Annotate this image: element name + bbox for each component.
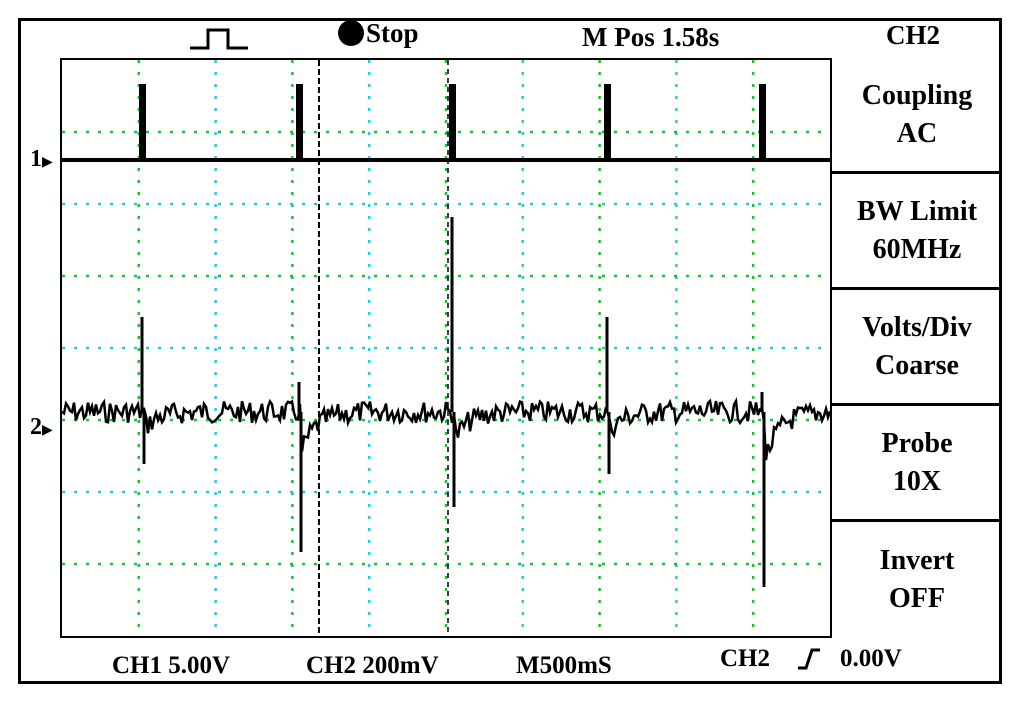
ch2-scale-readout: CH2 200mV [306, 652, 439, 679]
ch2-trace [62, 397, 830, 461]
run-status[interactable]: Stop [338, 18, 419, 48]
menu-item-invert[interactable]: Invert OFF [832, 522, 1002, 638]
trigger-source-readout: CH2 [720, 645, 770, 672]
menu-item-title: Coupling [861, 79, 973, 111]
menu-channel-title: CH2 [886, 20, 940, 50]
ch1-pulse [139, 84, 146, 160]
menu-item-title: Invert [879, 545, 955, 576]
waveform-display[interactable] [60, 58, 832, 638]
ch1-scale-readout: CH1 5.00V [112, 652, 231, 679]
menu-item-probe[interactable]: Probe 10X [832, 406, 1002, 522]
m-pos-readout: M Pos 1.58s [582, 22, 720, 52]
menu-item-value: Coarse [875, 349, 959, 381]
oscilloscope-frame [18, 18, 1002, 684]
ch1-pulse [296, 84, 303, 160]
trigger-pulse-icon [190, 28, 248, 50]
waveform-svg [62, 60, 830, 636]
ch1-pulse [604, 84, 611, 160]
trigger-level-readout: 0.00V [840, 645, 902, 672]
menu-item-title: BW Limit [856, 195, 978, 227]
ch1-pulse [449, 84, 456, 160]
menu-item-value: 10X [892, 465, 942, 497]
status-label: Stop [366, 18, 419, 48]
menu-item-value: OFF [889, 583, 945, 614]
ch2-ground-marker[interactable]: 2▶ [30, 414, 53, 440]
menu-item-coupling[interactable]: Coupling AC [832, 58, 1002, 174]
rising-edge-icon [798, 648, 820, 670]
ch1-pulse [759, 84, 766, 160]
channel-menu: Coupling AC BW Limit 60MHz Volts/Div Coa… [832, 58, 1002, 638]
menu-item-title: Volts/Div [862, 311, 972, 343]
menu-item-value: AC [896, 117, 938, 149]
stop-icon [338, 20, 364, 46]
menu-item-bw-limit[interactable]: BW Limit 60MHz [832, 174, 1002, 290]
menu-item-value: 60MHz [872, 233, 962, 265]
ch1-ground-marker[interactable]: 1▶ [30, 146, 53, 172]
menu-item-title: Probe [881, 427, 953, 459]
timebase-readout: M500mS [516, 652, 612, 679]
menu-item-volts-div[interactable]: Volts/Div Coarse [832, 290, 1002, 406]
